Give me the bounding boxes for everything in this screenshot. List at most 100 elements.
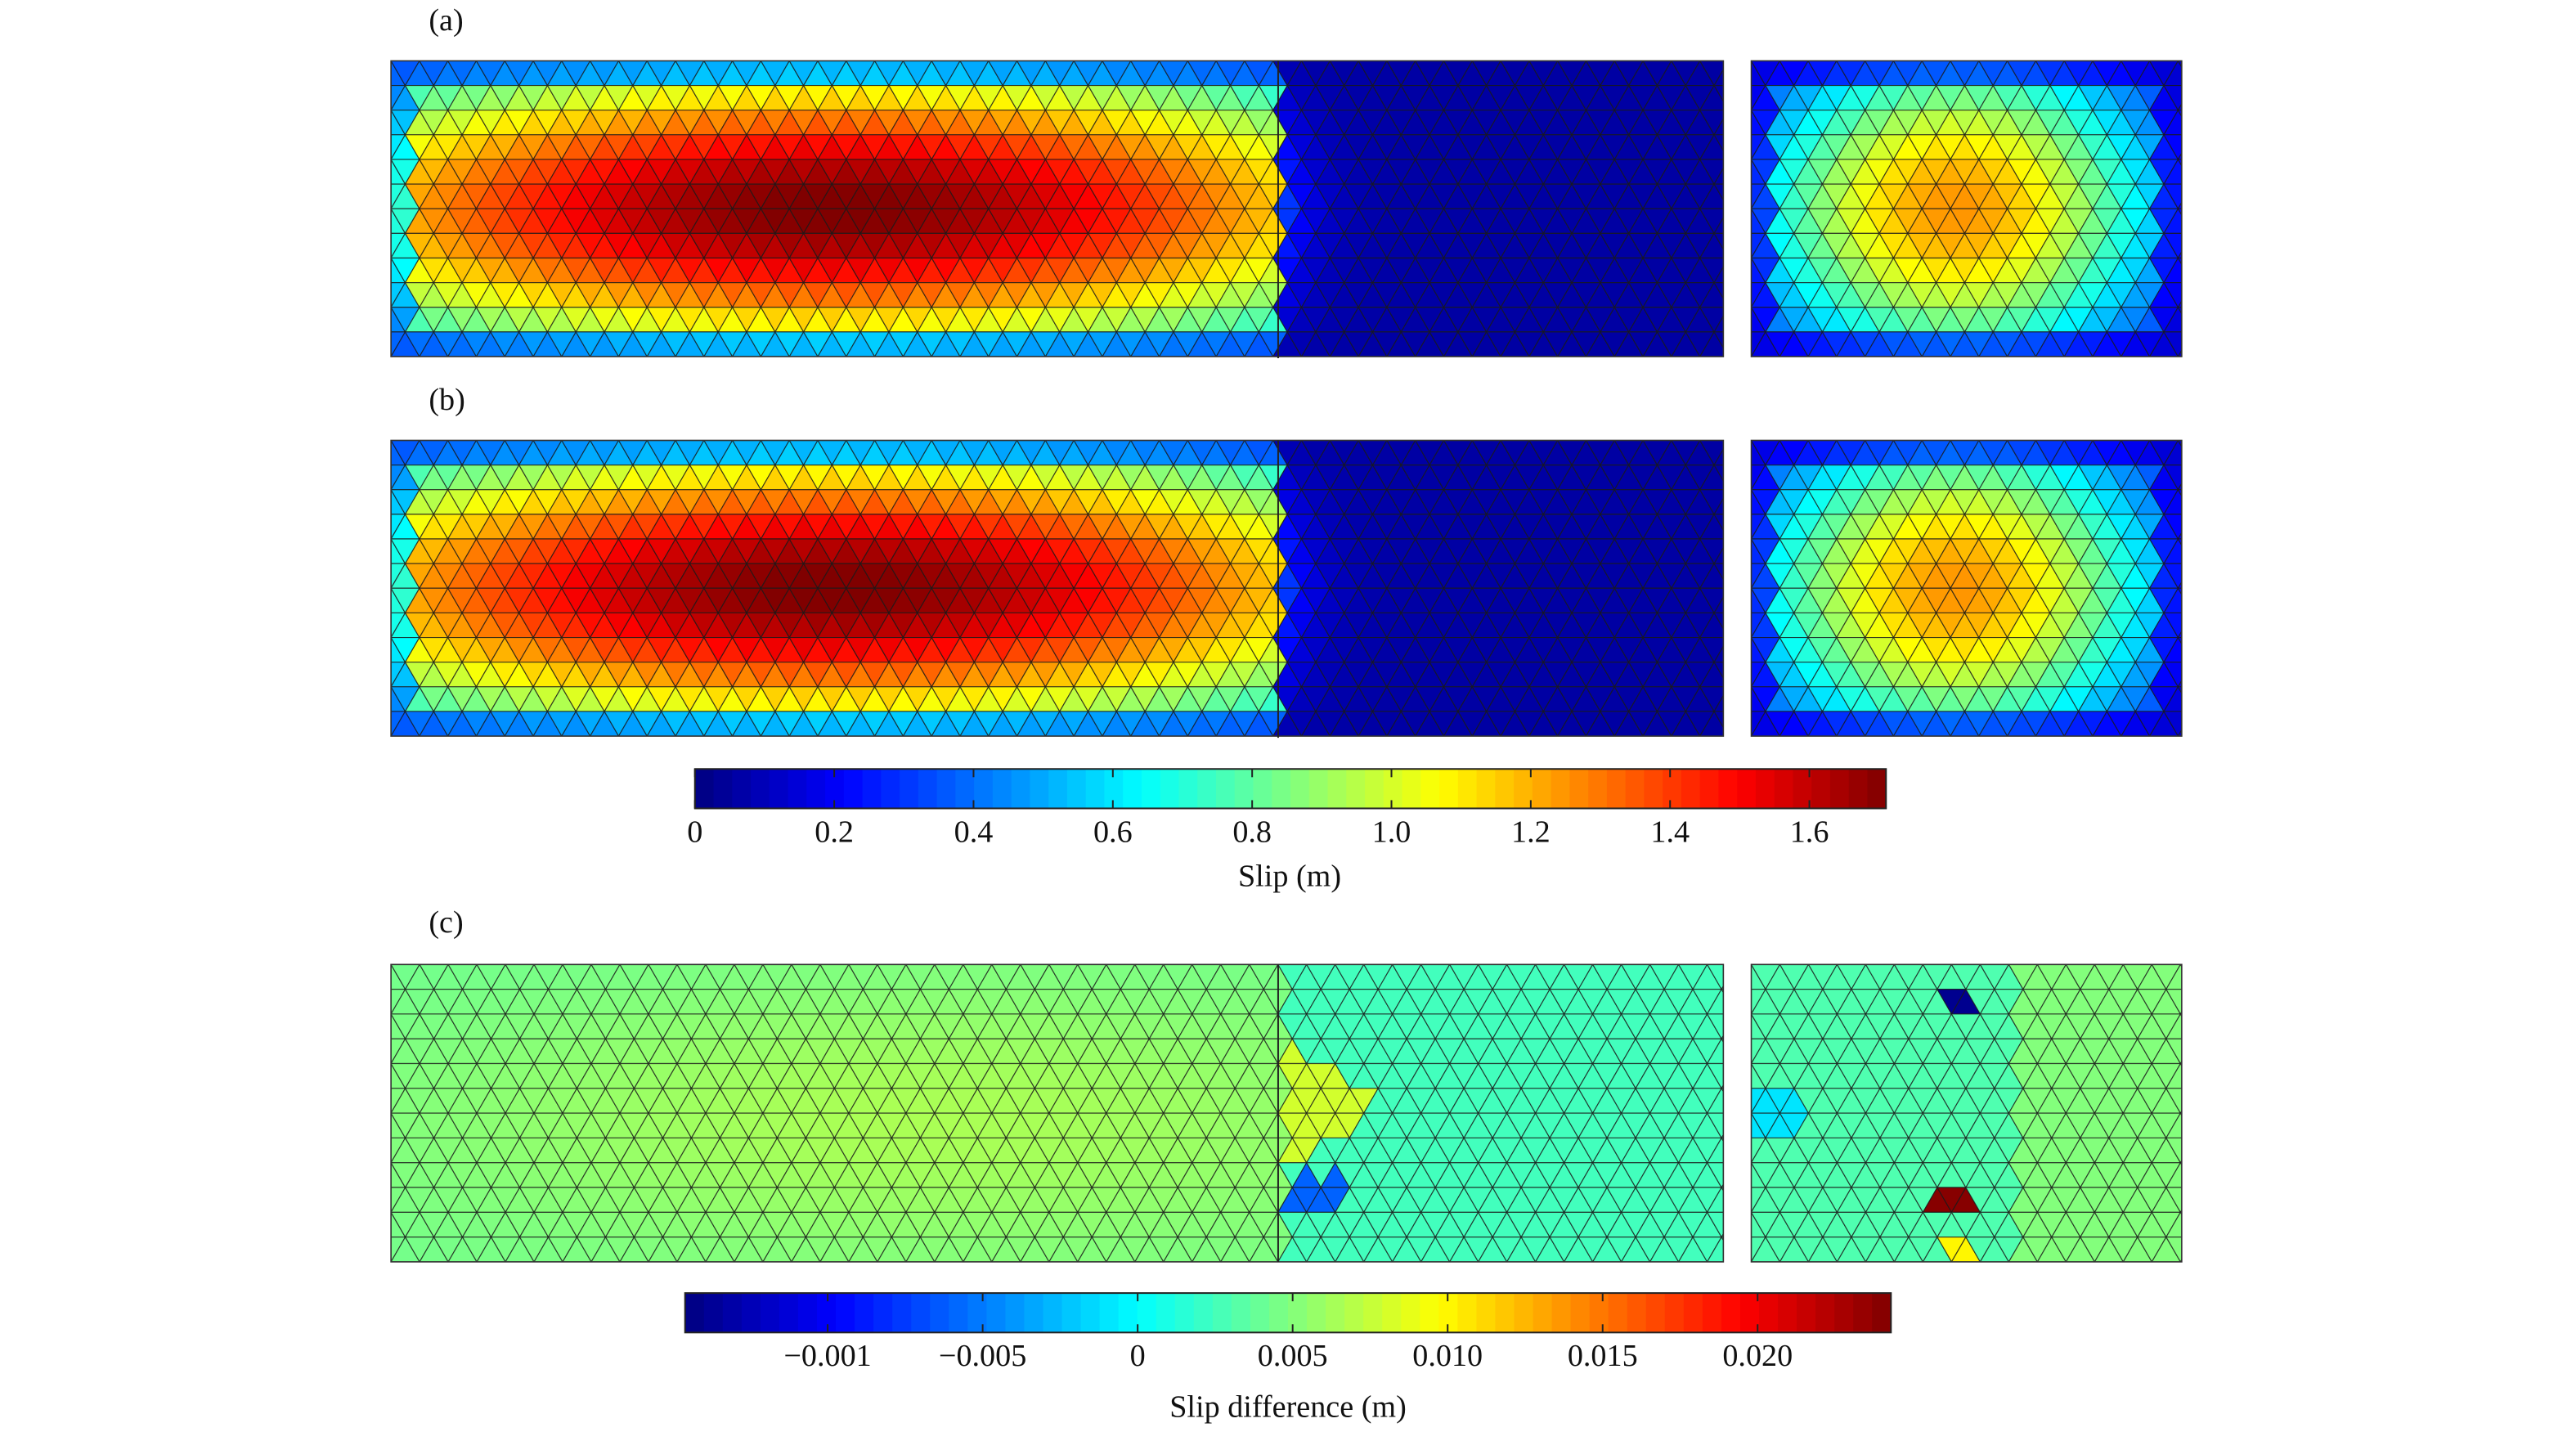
mesh-cell: [1713, 662, 1724, 680]
colorbar-swatch: [1344, 1293, 1364, 1333]
colorbar-swatch: [769, 769, 789, 809]
mesh-cell: [348, 1113, 377, 1138]
mesh-cell: [391, 1211, 393, 1213]
mesh-cell: [348, 687, 377, 712]
mesh-cell: [1751, 158, 1752, 160]
colorbar-swatch: [1718, 769, 1738, 809]
colorbar-label: Slip (m): [1238, 860, 1341, 894]
mesh-cell: [1751, 489, 1752, 491]
mesh-cell: [391, 440, 392, 442]
mesh-cell: [391, 1111, 393, 1114]
mesh-cell: [391, 355, 392, 357]
colorbar-swatch: [1758, 1293, 1779, 1333]
mesh-cell: [2177, 201, 2182, 209]
mesh-cell: [2192, 332, 2221, 357]
panel-label: (c): [429, 905, 463, 940]
tick-label: 0.005: [1258, 1339, 1328, 1373]
colorbar-swatch: [1011, 769, 1031, 809]
mesh-cell: [1751, 537, 1752, 540]
panel-label: (a): [429, 3, 463, 38]
mesh-cell: [391, 1211, 393, 1214]
mesh-cell: [2165, 1088, 2182, 1115]
mesh-cell: [2192, 209, 2221, 233]
mesh-cell: [1721, 1084, 1724, 1089]
colorbar-swatch: [862, 769, 882, 809]
colorbar-swatch: [1570, 1293, 1591, 1333]
colorbar-swatch: [1365, 769, 1384, 809]
colorbar-swatch: [918, 769, 938, 809]
mesh-cell: [348, 490, 377, 514]
mesh-cell: [2209, 1113, 2237, 1138]
mesh-cell: [391, 208, 393, 210]
mesh-cell: [2177, 208, 2182, 217]
colorbar-swatch: [760, 1293, 780, 1333]
colorbar-swatch: [817, 1293, 837, 1333]
colorbar-swatch: [1178, 769, 1199, 809]
tick-label: 0.2: [815, 815, 854, 849]
mesh-cell: [1706, 1211, 1724, 1238]
mesh-cell: [391, 158, 393, 160]
colorbar-swatch: [911, 1293, 931, 1333]
colorbar-swatch: [1401, 1293, 1421, 1333]
colorbar-swatch: [1811, 769, 1831, 809]
mesh-cell: [1706, 1013, 1724, 1040]
mesh-cell: [1713, 694, 1724, 712]
mesh-cell: [1751, 685, 1752, 688]
colorbar-swatch: [1160, 769, 1180, 809]
colorbar-swatch: [1739, 1293, 1760, 1333]
mesh-cell: [2165, 989, 2182, 1016]
colorbar-swatch: [1215, 769, 1236, 809]
mesh-cell: [2192, 712, 2221, 736]
mesh-cell: [1751, 159, 1752, 161]
colorbar-swatch: [732, 769, 752, 809]
mesh-cell: [2195, 1014, 2224, 1039]
mesh-cell: [2206, 159, 2235, 184]
mesh-cell: [391, 587, 393, 589]
mesh-cell: [1713, 118, 1724, 136]
mesh-cell: [391, 1112, 393, 1115]
colorbar-swatch: [1476, 769, 1497, 809]
mesh-cell: [391, 734, 392, 737]
mesh-cell: [391, 686, 393, 689]
mesh-cell: [391, 1062, 393, 1065]
colorbar-swatch: [955, 769, 975, 809]
colorbar-swatch: [1702, 1293, 1722, 1333]
mesh-cell: [1751, 1211, 1752, 1213]
mesh-cell: [2177, 440, 2182, 448]
mesh-cell: [2206, 61, 2235, 85]
mesh-cell: [348, 440, 377, 465]
mesh-cell: [348, 159, 377, 184]
mesh-cell: [1721, 1038, 1724, 1044]
mesh-cell: [1751, 61, 1752, 62]
mesh-cell: [2179, 1060, 2182, 1065]
colorbar-swatch: [1005, 1293, 1025, 1333]
mesh-cell: [2163, 563, 2182, 590]
colorbar-swatch: [1495, 1293, 1515, 1333]
colorbar-swatch: [797, 1293, 818, 1333]
colorbar-swatch: [1663, 769, 1682, 809]
mesh-cell: [2179, 1013, 2182, 1017]
mesh-cell: [2192, 613, 2221, 637]
mesh-cell: [2163, 465, 2182, 491]
mesh-cell: [2195, 1039, 2224, 1063]
colorbar-swatch: [1644, 769, 1663, 809]
mesh-cell: [2206, 638, 2235, 662]
mesh-cell: [2177, 102, 2182, 111]
mesh-cell: [2165, 1187, 2182, 1214]
colorbar-swatch: [703, 1293, 724, 1333]
colorbar-swatch: [855, 1293, 874, 1333]
mesh-cell: [2192, 514, 2221, 539]
mesh-cell: [2206, 539, 2235, 563]
colorbar-swatch: [1137, 1293, 1157, 1333]
mesh-cell: [2195, 1187, 2224, 1212]
mesh-cell: [1751, 1062, 1752, 1065]
colorbar-swatch: [967, 1293, 988, 1333]
colorbar-swatch: [986, 1293, 1007, 1333]
mesh-cell: [1713, 711, 1724, 729]
mesh-cell: [391, 587, 393, 590]
mesh-cell: [2177, 581, 2182, 589]
mesh-cell: [2163, 514, 2182, 541]
mesh-cell: [2192, 539, 2221, 563]
mesh-cell: [1751, 1161, 1752, 1164]
